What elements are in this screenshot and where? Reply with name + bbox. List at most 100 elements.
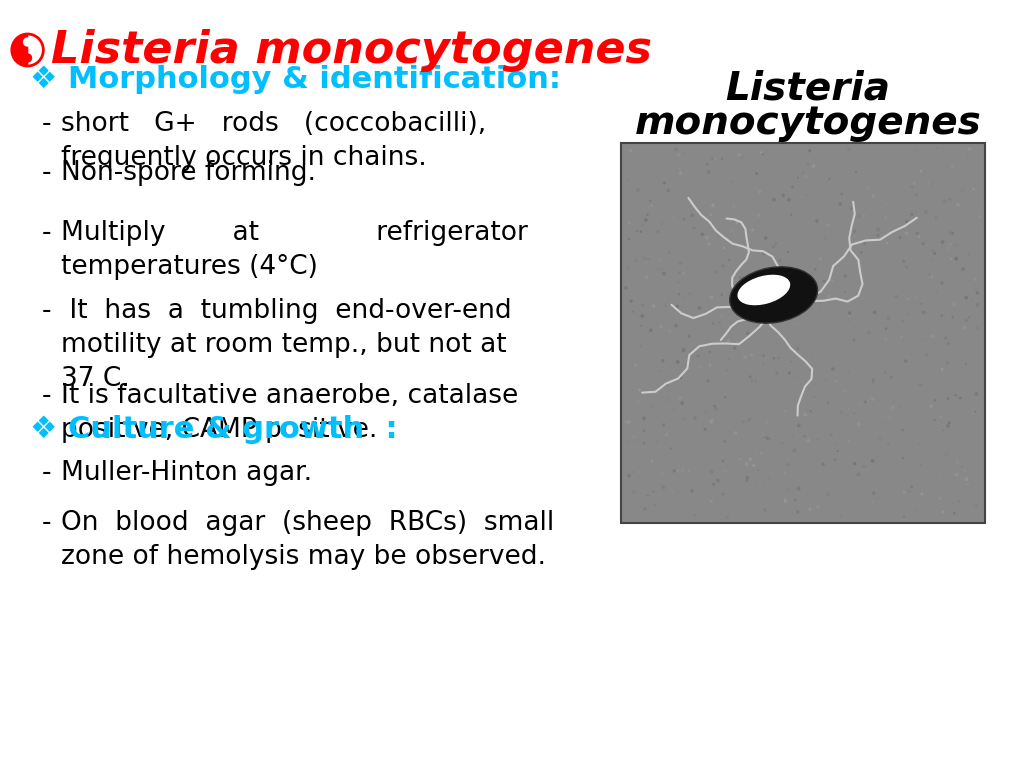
Point (665, 300, 681, 313)
Point (759, 432, 775, 445)
Point (959, 478, 976, 490)
Point (722, 307, 738, 319)
Point (698, 231, 715, 243)
Point (731, 452, 748, 465)
Point (878, 212, 894, 224)
Point (672, 163, 688, 175)
Text: Listeria: Listeria (725, 69, 890, 107)
Point (723, 280, 739, 293)
Point (956, 322, 973, 334)
Point (756, 431, 772, 443)
Point (726, 342, 742, 354)
Point (636, 437, 652, 449)
Point (763, 303, 779, 316)
Point (768, 237, 784, 250)
Point (914, 333, 931, 346)
Point (681, 330, 697, 343)
Point (823, 429, 840, 441)
Point (799, 503, 815, 515)
Point (717, 384, 733, 396)
Point (699, 375, 716, 387)
Point (850, 257, 866, 269)
Point (724, 176, 740, 188)
Point (943, 253, 959, 265)
Point (904, 180, 921, 193)
Point (787, 494, 804, 506)
Point (678, 482, 694, 494)
Point (675, 345, 691, 357)
Point (940, 282, 956, 294)
Point (645, 485, 662, 498)
Point (802, 281, 818, 293)
Point (922, 268, 938, 280)
Point (630, 396, 646, 409)
Point (874, 195, 891, 207)
Point (824, 305, 841, 317)
Point (754, 316, 770, 329)
Point (650, 263, 667, 276)
Point (935, 506, 951, 518)
Point (964, 293, 980, 306)
Point (673, 167, 689, 179)
Point (969, 388, 985, 400)
Point (755, 148, 771, 161)
Point (670, 465, 686, 477)
Point (670, 356, 686, 368)
Point (761, 472, 777, 485)
Point (972, 210, 988, 223)
Point (638, 253, 654, 265)
FancyBboxPatch shape (621, 143, 985, 523)
Point (636, 412, 652, 425)
Point (938, 449, 954, 461)
Point (718, 364, 734, 376)
Point (926, 509, 942, 521)
Point (690, 349, 707, 362)
Point (719, 511, 735, 524)
Point (911, 231, 928, 243)
Point (831, 376, 848, 389)
Point (819, 219, 836, 231)
Point (727, 426, 743, 439)
Point (821, 173, 838, 185)
Text: -: - (41, 460, 51, 486)
Point (870, 492, 887, 504)
Circle shape (12, 34, 43, 66)
Point (716, 283, 732, 296)
Point (865, 373, 882, 386)
Point (941, 339, 957, 351)
Point (630, 434, 646, 446)
Point (795, 382, 811, 395)
Point (969, 490, 985, 502)
Point (745, 459, 762, 472)
Point (896, 511, 912, 523)
Point (929, 436, 945, 449)
Point (690, 360, 707, 372)
Point (944, 227, 961, 240)
Point (748, 201, 764, 214)
Point (749, 301, 765, 313)
Point (766, 194, 782, 206)
Point (887, 151, 903, 164)
Point (714, 289, 730, 301)
Point (847, 225, 863, 237)
Point (647, 498, 664, 511)
Point (933, 468, 949, 480)
Point (652, 376, 669, 388)
Point (674, 397, 690, 409)
Point (768, 274, 784, 286)
Point (766, 353, 782, 365)
Point (864, 376, 881, 389)
Point (634, 310, 650, 323)
Point (790, 506, 806, 518)
Point (738, 458, 755, 470)
Point (701, 346, 718, 358)
Point (896, 255, 912, 267)
Point (912, 459, 929, 472)
Point (632, 384, 648, 396)
Point (684, 209, 700, 221)
Point (707, 400, 723, 412)
Point (944, 498, 961, 511)
Point (931, 492, 947, 505)
Point (620, 174, 636, 186)
Point (621, 253, 637, 265)
